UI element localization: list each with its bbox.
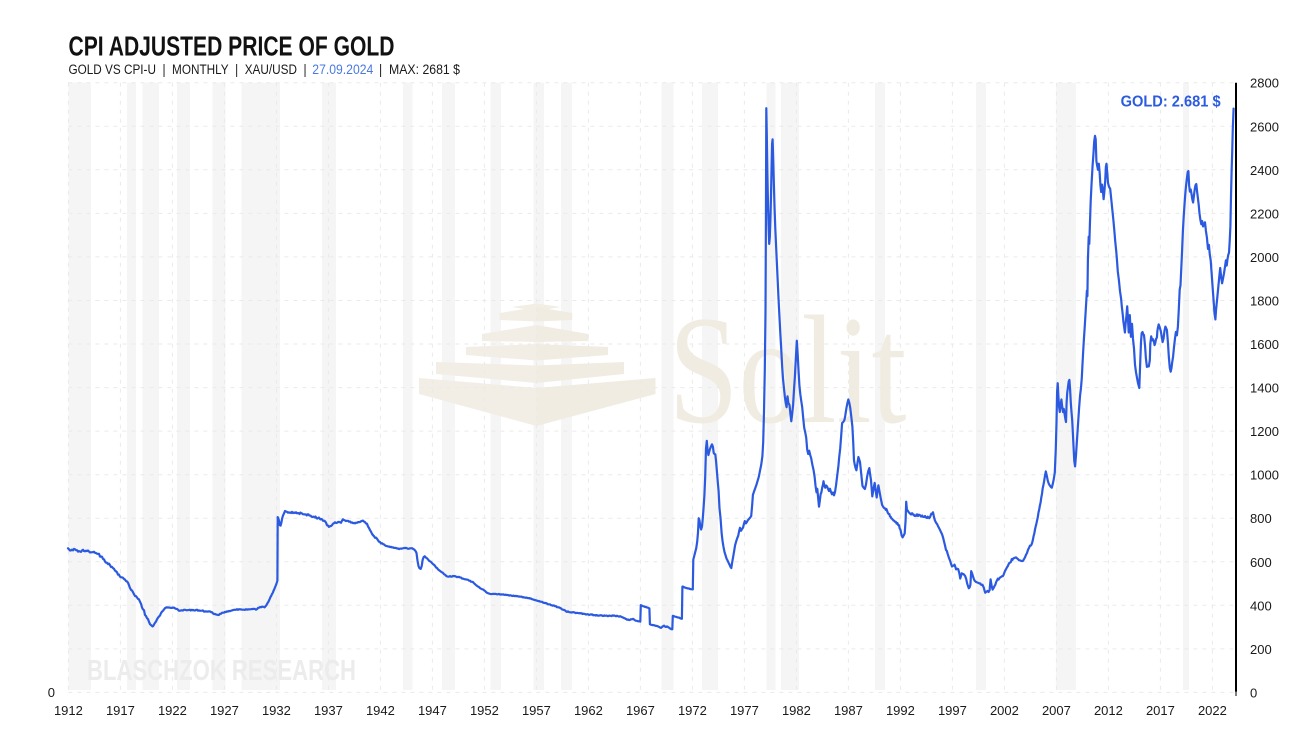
svg-text:GOLD VS CPI-U | MONTHLY |: GOLD VS CPI-U | MONTHLY | XAU/USD |: [69, 62, 307, 77]
svg-text:1200: 1200: [1250, 424, 1279, 439]
svg-text:1922: 1922: [158, 703, 187, 718]
svg-text:1400: 1400: [1250, 381, 1279, 396]
svg-text:1957: 1957: [522, 703, 551, 718]
svg-text:GOLD: 2.681 $: GOLD: 2.681 $: [1121, 94, 1221, 111]
svg-text:2007: 2007: [1042, 703, 1071, 718]
svg-text:1942: 1942: [366, 703, 395, 718]
svg-text:Solit: Solit: [669, 284, 907, 456]
svg-text:2017: 2017: [1146, 703, 1175, 718]
svg-text:2400: 2400: [1250, 163, 1279, 178]
svg-text:CPI ADJUSTED PRICE OF GOLD: CPI ADJUSTED PRICE OF GOLD: [69, 31, 395, 62]
svg-text:600: 600: [1250, 555, 1272, 570]
svg-text:1992: 1992: [886, 703, 915, 718]
svg-text:1997: 1997: [938, 703, 967, 718]
svg-text:2000: 2000: [1250, 250, 1279, 265]
svg-text:1000: 1000: [1250, 468, 1279, 483]
svg-text:1977: 1977: [730, 703, 759, 718]
svg-text:0: 0: [48, 685, 55, 700]
svg-text:1800: 1800: [1250, 294, 1279, 309]
svg-text:2200: 2200: [1250, 206, 1279, 221]
svg-text:1912: 1912: [54, 703, 83, 718]
svg-text:200: 200: [1250, 642, 1272, 657]
svg-text:1967: 1967: [626, 703, 655, 718]
svg-text:800: 800: [1250, 511, 1272, 526]
svg-text:1972: 1972: [678, 703, 707, 718]
svg-text:2002: 2002: [990, 703, 1019, 718]
svg-text:400: 400: [1250, 598, 1272, 613]
svg-text:1962: 1962: [574, 703, 603, 718]
svg-text:| MAX: 2681 $: | MAX: 2681 $: [379, 62, 460, 77]
svg-text:2800: 2800: [1250, 76, 1279, 91]
svg-text:1932: 1932: [262, 703, 291, 718]
svg-text:27.09.2024: 27.09.2024: [312, 62, 373, 77]
svg-text:1982: 1982: [782, 703, 811, 718]
svg-text:0: 0: [1250, 685, 1257, 700]
svg-text:1600: 1600: [1250, 337, 1279, 352]
svg-text:2012: 2012: [1094, 703, 1123, 718]
svg-text:1927: 1927: [210, 703, 239, 718]
svg-text:1952: 1952: [470, 703, 499, 718]
svg-text:1987: 1987: [834, 703, 863, 718]
svg-text:BLASCHZOK RESEARCH: BLASCHZOK RESEARCH: [87, 655, 356, 687]
svg-text:1937: 1937: [314, 703, 343, 718]
svg-text:2022: 2022: [1198, 703, 1227, 718]
svg-text:1917: 1917: [106, 703, 135, 718]
svg-text:2600: 2600: [1250, 119, 1279, 134]
svg-text:1947: 1947: [418, 703, 447, 718]
